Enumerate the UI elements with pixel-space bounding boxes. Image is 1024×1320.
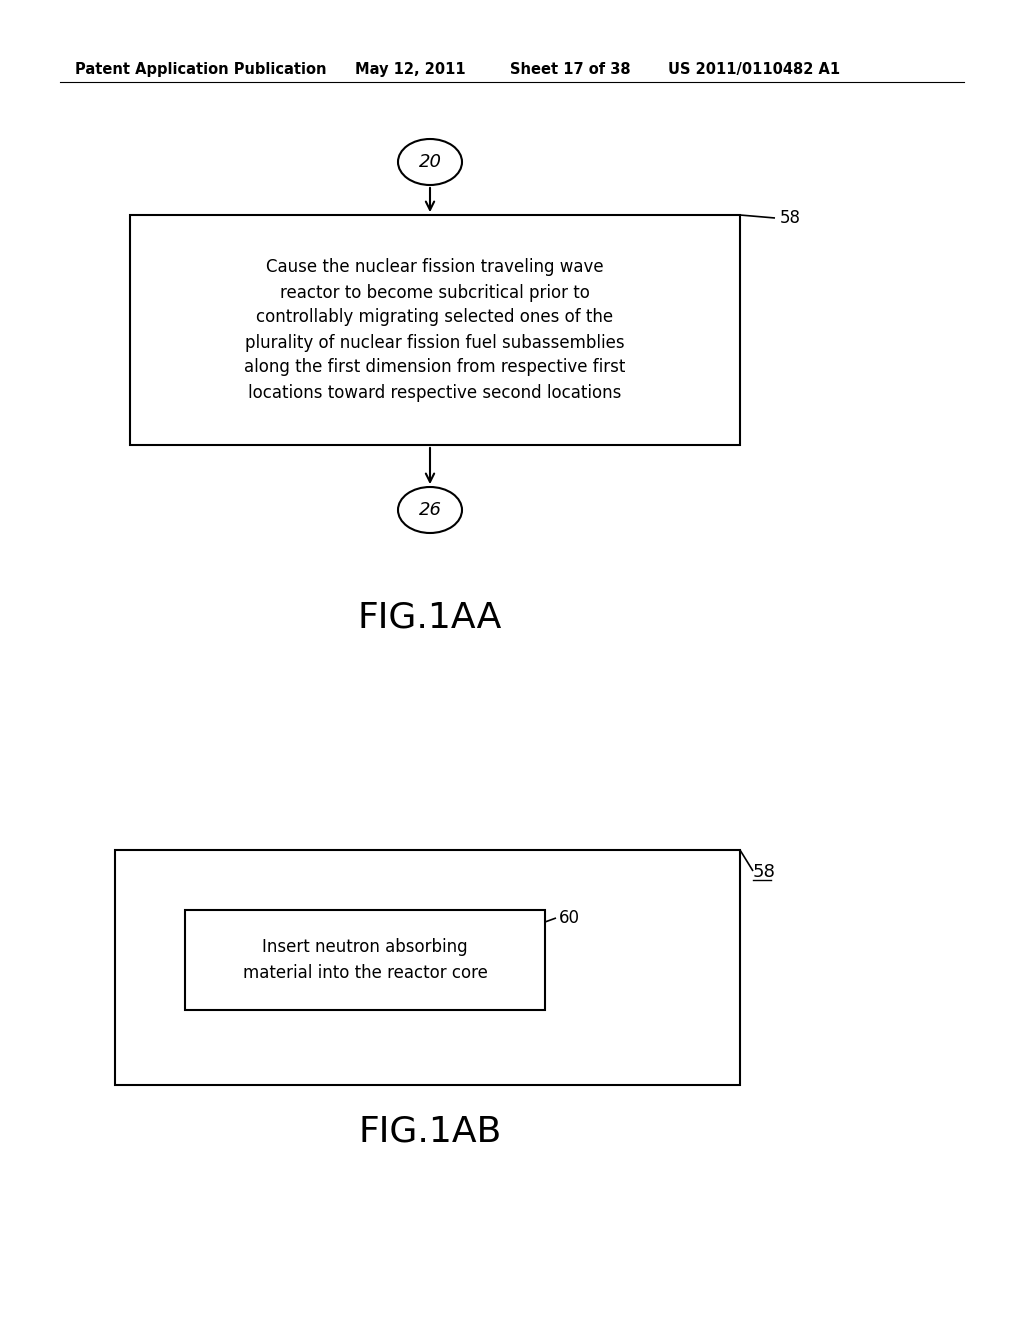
Ellipse shape: [398, 139, 462, 185]
Bar: [185, 909, 545, 1010]
Text: 58: 58: [753, 863, 776, 880]
Bar: [130, 215, 740, 445]
Text: Cause the nuclear fission traveling wave
reactor to become subcritical prior to
: Cause the nuclear fission traveling wave…: [245, 259, 626, 401]
Text: Insert neutron absorbing
material into the reactor core: Insert neutron absorbing material into t…: [243, 939, 487, 982]
Text: 58: 58: [780, 209, 801, 227]
Text: 20: 20: [419, 153, 441, 172]
Text: Patent Application Publication: Patent Application Publication: [75, 62, 327, 77]
Text: 60: 60: [559, 909, 580, 927]
Text: FIG.1AA: FIG.1AA: [357, 601, 502, 634]
Ellipse shape: [398, 487, 462, 533]
Text: 26: 26: [419, 502, 441, 519]
Text: US 2011/0110482 A1: US 2011/0110482 A1: [668, 62, 840, 77]
Bar: [115, 850, 740, 1085]
Text: FIG.1AB: FIG.1AB: [358, 1115, 502, 1148]
Text: Sheet 17 of 38: Sheet 17 of 38: [510, 62, 631, 77]
Text: May 12, 2011: May 12, 2011: [355, 62, 466, 77]
